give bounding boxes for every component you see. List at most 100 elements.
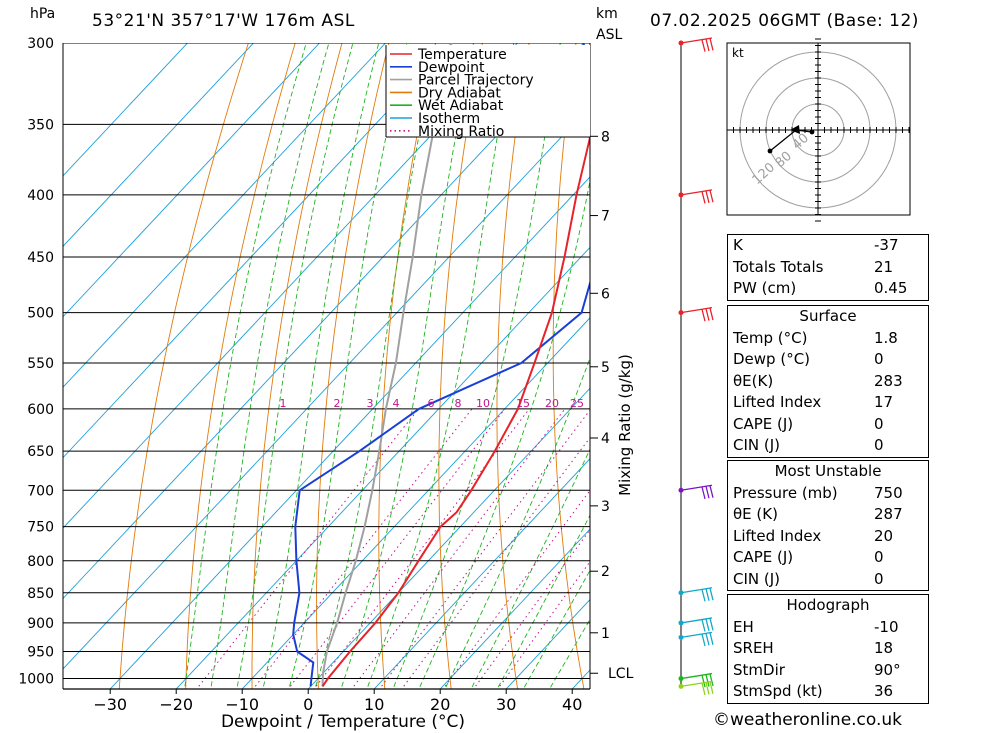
- mu-pressure-label: Pressure (mb): [733, 483, 838, 502]
- mu-cin-value: 0: [874, 569, 884, 588]
- wind-barb-feather: [705, 486, 710, 499]
- pw-value: 0.45: [874, 279, 908, 297]
- surface-theta-label: θE(K): [733, 371, 774, 390]
- wind-barb-feather: [705, 588, 710, 601]
- height-tick-label: 2: [601, 564, 610, 580]
- surface-table: Surface Temp (°C) 1.8 Dewp (°C) 0 θE(K) 283…: [727, 305, 929, 458]
- eh-value: -10: [874, 617, 899, 636]
- wind-barb-shaft: [680, 37, 713, 44]
- dry-adiabat-line: [316, 43, 390, 689]
- k-index-label: K: [733, 236, 743, 254]
- pressure-tick-label: 600: [27, 402, 54, 418]
- sreh-value: 18: [874, 639, 894, 657]
- height-unit-label: km: [596, 6, 618, 22]
- wind-barb-feather: [701, 682, 706, 696]
- pressure-unit-label: hPa: [30, 6, 56, 22]
- wind-barb-feather: [701, 619, 706, 632]
- wind-barb-feather: [709, 618, 714, 631]
- mixing-ratio-value-label: 3: [367, 397, 374, 410]
- wind-barb-feather: [701, 633, 706, 647]
- mu-li-label: Lifted Index: [733, 526, 822, 545]
- wind-barb-feather: [705, 633, 710, 646]
- wind-barb: [678, 37, 714, 52]
- dry-adiabat-line: [438, 43, 483, 689]
- wind-barb: [678, 189, 714, 204]
- wind-barb-feather: [709, 673, 714, 687]
- hodograph-unit-label: kt: [732, 46, 744, 60]
- wet-adiabat-line: [210, 43, 330, 689]
- legend-entry: Wet Adiabat: [418, 98, 504, 114]
- temperature-tick-label: −10: [225, 695, 259, 714]
- surface-theta-row: θE(K) 283: [728, 371, 928, 393]
- surface-theta-value: 283: [874, 371, 903, 390]
- wind-barb-feather: [701, 589, 706, 602]
- surface-dewp-row: Dewp (°C) 0: [728, 349, 928, 371]
- isotherm-line: [63, 43, 321, 318]
- x-axis-title: Dewpoint / Temperature (°C): [221, 712, 465, 732]
- stmdir-value: 90°: [874, 660, 901, 679]
- pressure-tick-label: 550: [27, 356, 54, 372]
- pressure-tick-label: 650: [27, 444, 54, 460]
- wind-barb: [678, 484, 714, 500]
- isotherm-line: [307, 387, 590, 689]
- hodograph-params-title: Hodograph: [786, 596, 870, 614]
- wind-barb-feather: [701, 674, 706, 688]
- mixing-ratio-value-label: 1: [280, 397, 287, 410]
- wind-barb: [678, 680, 714, 696]
- wind-barb-feather: [705, 682, 710, 695]
- pressure-tick-label: 900: [27, 616, 54, 632]
- mixing-ratio-value-label: 20: [545, 397, 559, 410]
- mu-li-value: 20: [874, 526, 894, 545]
- dry-adiabat-line: [949, 25, 1000, 694]
- mixing-ratio-line: [287, 408, 506, 689]
- wind-barb-feather: [705, 674, 710, 687]
- wind-barb-shaft: [680, 189, 713, 196]
- wind-barb-shaft: [680, 484, 713, 491]
- wind-barb: [678, 307, 714, 322]
- wind-barb-feather: [709, 485, 714, 498]
- wind-barb-shaft: [680, 680, 713, 688]
- surface-cin-value: 0: [874, 436, 884, 454]
- isotherm-line: [241, 317, 590, 689]
- mixing-ratio-value-label: 10: [476, 397, 490, 410]
- pw-label: PW (cm): [733, 279, 797, 297]
- wind-barb-feather: [709, 587, 714, 601]
- surface-temp-value: 1.8: [874, 328, 898, 347]
- storm-motion-arrow-icon: [790, 125, 800, 134]
- temperature-profile: [321, 133, 590, 687]
- surface-title: Surface: [799, 307, 857, 325]
- isotherm-line: [63, 43, 189, 177]
- eh-label: EH: [733, 617, 754, 636]
- wind-barb-feather: [709, 681, 714, 694]
- temperature-tick-label: 40: [562, 695, 582, 714]
- temperature-tick-label: 10: [364, 695, 384, 714]
- mixing-ratio-value-label: 25: [570, 397, 584, 410]
- wet-adiabat-line: [418, 178, 590, 689]
- temperature-tick-label: −20: [159, 695, 193, 714]
- pressure-tick-label: 450: [27, 250, 54, 266]
- surface-temp-label: Temp (°C): [733, 328, 808, 347]
- copyright-footer: ©weatheronline.co.uk: [713, 710, 903, 730]
- dry-adiabat-line: [251, 43, 343, 689]
- dry-adiabat-line: [996, 25, 1000, 694]
- lcl-label: LCL: [608, 666, 634, 682]
- mixing-ratio-value-label: 2: [334, 397, 341, 410]
- wind-barb-shaft: [680, 631, 713, 639]
- temperature-tick-label: 30: [496, 695, 516, 714]
- wind-barb-shaft: [680, 587, 713, 594]
- wet-adiabat-line: [392, 43, 561, 689]
- height-ref-label: ASL: [596, 27, 623, 43]
- most-unstable-title: Most Unstable: [774, 462, 882, 480]
- surface-li-label: Lifted Index: [733, 393, 822, 411]
- mu-cape-label: CAPE (J): [733, 548, 794, 566]
- legend-box: [386, 45, 590, 137]
- mu-pressure-row: Pressure (mb) 750: [728, 483, 928, 505]
- dry-adiabat-line: [378, 43, 437, 689]
- wind-barb-shaft: [680, 672, 713, 680]
- pressure-tick-label: 950: [27, 644, 54, 660]
- wind-barb: [678, 617, 714, 632]
- legend-entry: Dry Adiabat: [418, 85, 501, 101]
- mixing-ratio-value-label: 8: [455, 397, 462, 410]
